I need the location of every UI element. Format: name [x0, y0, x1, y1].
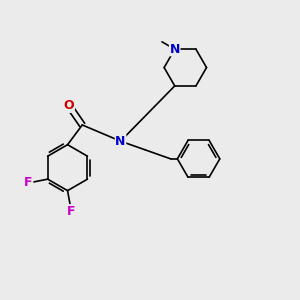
Text: N: N	[116, 135, 126, 148]
Text: F: F	[24, 176, 33, 189]
Text: F: F	[67, 205, 75, 218]
Text: O: O	[64, 99, 74, 112]
Text: N: N	[169, 43, 180, 56]
